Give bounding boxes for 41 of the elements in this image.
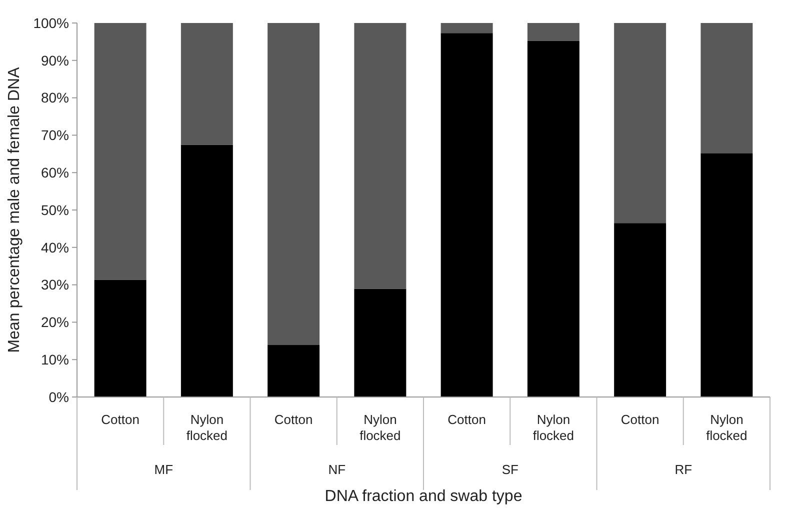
y-tick-label: 100% xyxy=(33,14,69,31)
y-tick-label: 20% xyxy=(40,314,69,330)
x-tick-label: Nylon flocked xyxy=(186,412,228,443)
bar xyxy=(614,223,666,397)
bar xyxy=(180,144,233,397)
x-tick-label: Cotton xyxy=(274,412,313,427)
bar xyxy=(440,33,493,397)
x-tick-label: Cotton xyxy=(101,412,140,427)
y-tick-label: 30% xyxy=(40,276,69,293)
y-tick-label: 70% xyxy=(40,127,69,144)
y-tick-label: 60% xyxy=(40,164,69,180)
bar xyxy=(268,23,320,346)
x-axis-title: DNA fraction and swab type xyxy=(324,488,522,505)
bar xyxy=(614,23,666,224)
text: MF xyxy=(154,462,174,477)
bar xyxy=(94,280,146,397)
y-tick-label: 90% xyxy=(40,52,69,68)
y-tick-label: 0% xyxy=(48,388,69,405)
bar xyxy=(440,23,493,34)
text: SF xyxy=(502,462,518,477)
x-tick-label: Nylon flocked xyxy=(360,412,401,443)
bar xyxy=(700,153,753,397)
bar xyxy=(180,23,233,145)
y-axis-title: Mean percentage male and female DNA xyxy=(6,66,23,353)
y-tick-label: 10% xyxy=(40,352,69,368)
x-tick-label: Nylon flocked xyxy=(532,412,574,443)
text: RF xyxy=(674,462,692,477)
text: NF xyxy=(328,462,346,477)
bar xyxy=(354,23,406,289)
y-tick-label: 50% xyxy=(40,202,69,218)
bar xyxy=(700,23,753,154)
x-tick-label: Cotton xyxy=(620,412,660,427)
bar xyxy=(527,23,580,41)
bar xyxy=(268,345,320,397)
bar xyxy=(527,40,580,397)
x-tick-label: Cotton xyxy=(448,412,486,427)
x-tick-label: Nylon flocked xyxy=(706,412,748,443)
bar xyxy=(94,23,146,280)
bar xyxy=(354,288,406,397)
y-tick-label: 40% xyxy=(40,239,69,256)
y-tick-label: 80% xyxy=(40,90,69,106)
